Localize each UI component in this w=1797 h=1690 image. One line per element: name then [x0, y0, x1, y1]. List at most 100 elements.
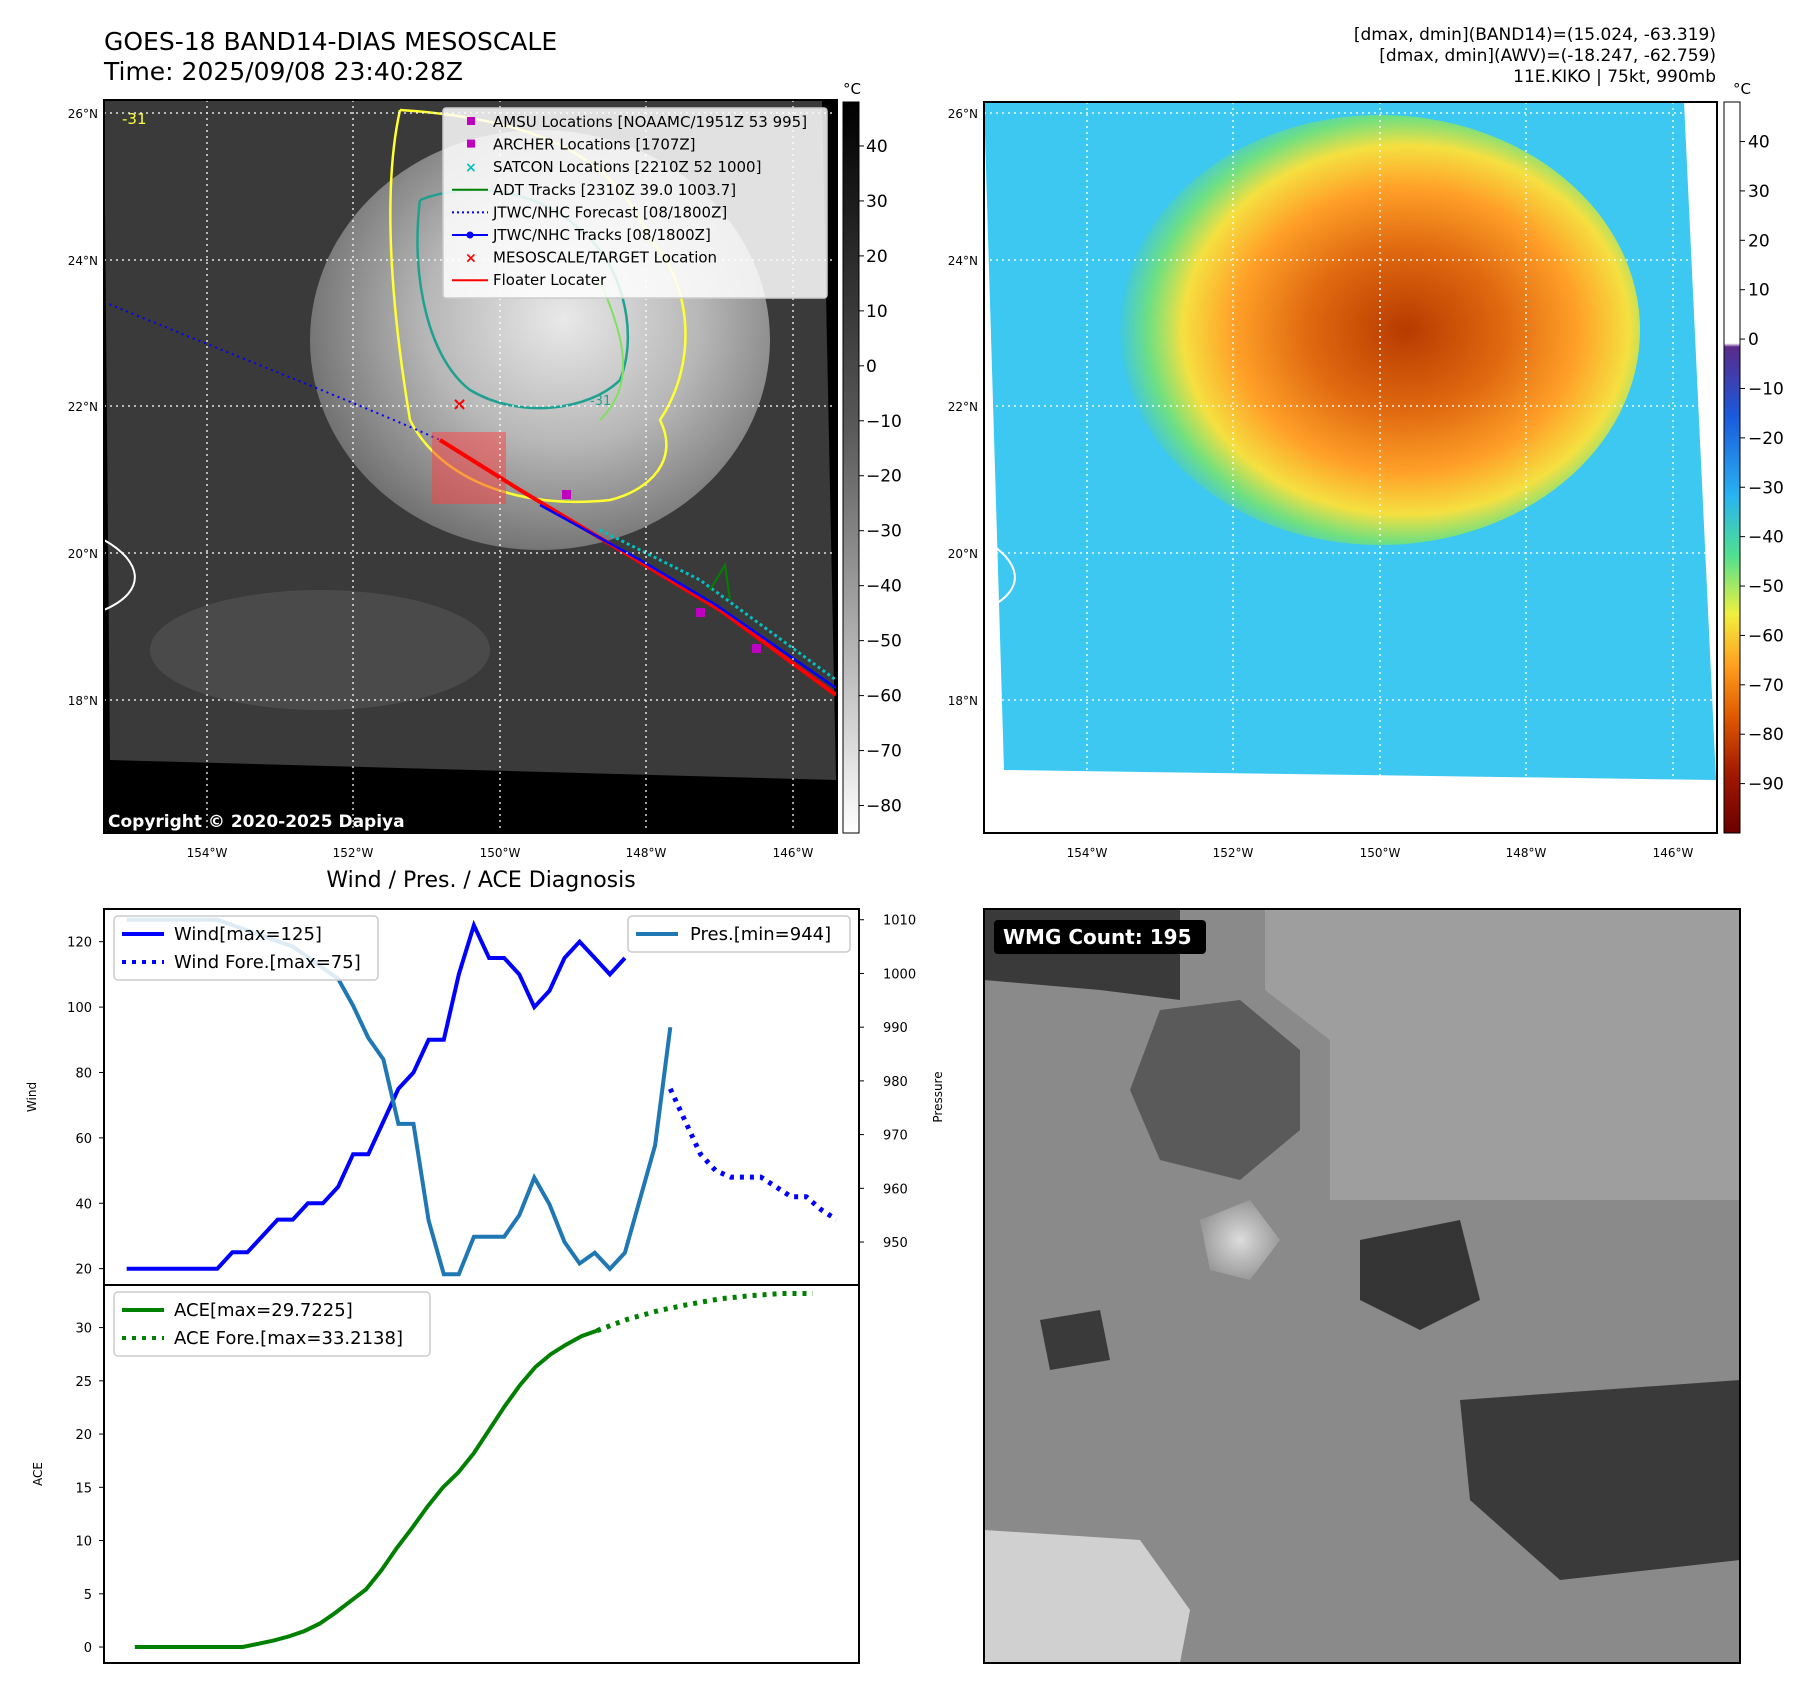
ir-lat-label: 20°N	[68, 547, 98, 561]
wmg-frame	[983, 908, 1741, 1664]
pressure-ytick-label: 980	[883, 1075, 908, 1090]
ir-map-panel: × -31 -31 Copyright © 2020-2025 Dapiya A…	[103, 99, 838, 834]
pressure-ytick-label: 1000	[883, 967, 916, 982]
ace-ytick-label: 10	[75, 1535, 92, 1550]
ace-ytick-label: 15	[75, 1481, 92, 1496]
diag-chart-title: Wind / Pres. / ACE Diagnosis	[326, 868, 635, 893]
pressure-legend-box	[627, 915, 851, 953]
legend-entry: Floater Locater	[452, 271, 607, 289]
ir-lon-label: 150°W	[480, 846, 521, 860]
color-colorbar-tick-label: −30	[1748, 478, 1784, 498]
legend-label: AMSU Locations [NOAAMC/1951Z 53 995]	[493, 113, 807, 131]
color-lat-label: 20°N	[948, 547, 978, 561]
legend-entry: JTWC/NHC Forecast [08/1800Z]	[452, 203, 727, 221]
ace-legend: ACE[max=29.7225] ACE Fore.[max=33.2138]	[113, 1291, 431, 1357]
color-lon-label: 148°W	[1506, 846, 1547, 860]
color-lon-label: 146°W	[1653, 846, 1694, 860]
color-gridlines	[984, 102, 1717, 833]
ace-ytick-label: 5	[84, 1588, 92, 1603]
color-colorbar: °C 40 30 20 10 0 −10 −20 −30 −40 −50 −60 −70 −80 −90	[1723, 80, 1784, 834]
color-colorbar-unit: °C	[1733, 80, 1751, 98]
pressure-legend-label: Pres.[min=944]	[690, 924, 831, 945]
ir-colorbar-tick-label: 20	[866, 247, 888, 267]
ir-colorbar-tick-label: −70	[866, 742, 902, 762]
ir-colorbar-tick-label: −50	[866, 632, 902, 652]
ir-lat-label: 22°N	[68, 400, 98, 414]
ir-colorbar-tick-label: 40	[866, 137, 888, 157]
color-colorbar-tick-label: −20	[1748, 429, 1784, 449]
ir-lat-label: 18°N	[68, 694, 98, 708]
wmg-core	[1200, 1200, 1280, 1280]
color-lat-label: 22°N	[948, 400, 978, 414]
wind-ytick-label: 100	[67, 1001, 92, 1016]
ir-target-marker: ×	[452, 394, 467, 415]
ir-colorbar-tick-label: −20	[866, 467, 902, 487]
figure-time: Time: 2025/09/08 23:40:28Z	[103, 57, 463, 86]
wmg-dark-patch	[1360, 1220, 1480, 1330]
wind-legend-box	[113, 915, 379, 981]
ace-legend-box	[113, 1291, 431, 1357]
color-colorbar-tick-label: −70	[1748, 676, 1784, 696]
legend-label: JTWC/NHC Tracks [08/1800Z]	[492, 226, 711, 244]
color-lon-label: 150°W	[1360, 846, 1401, 860]
wmg-dark-patch-3	[1040, 1310, 1110, 1370]
ace-chart: 0 5 10 15 20 25 30 ACE ACE[max=29.7225] ACE Fore.…	[31, 1284, 860, 1664]
wind-ytick-label: 60	[75, 1132, 92, 1147]
ir-colorbar-tick-label: 30	[866, 192, 888, 212]
color-colorbar-tick-label: 0	[1748, 330, 1759, 350]
color-map-panel	[983, 101, 1718, 834]
ir-archer-marker	[562, 490, 571, 499]
color-colorbar-tick-label: −90	[1748, 775, 1784, 795]
pressure-ytick-label: 960	[883, 1182, 908, 1197]
wind-ytick-label: 120	[67, 936, 92, 951]
ir-colorbar: °C 40 30 20 10 0 −10 −20 −30 −40 −50 −60 −70 −80	[842, 80, 902, 834]
wind-legend-label: Wind[max=125]	[174, 924, 322, 945]
color-colorbar-tick-label: −50	[1748, 577, 1784, 597]
pressure-ytick-label: 1010	[883, 914, 916, 929]
ir-colorbar-tick-label: −30	[866, 522, 902, 542]
ir-amsu-marker-2	[752, 644, 761, 653]
color-lon-label: 152°W	[1213, 846, 1254, 860]
color-colorbar-tick-label: −40	[1748, 528, 1784, 548]
legend-entry: JTWC/NHC Tracks [08/1800Z]	[452, 226, 711, 244]
legend-square-marker	[467, 139, 475, 148]
stats-storm: 11E.KIKO | 75kt, 990mb	[1513, 67, 1716, 87]
wind-ylabel: Wind	[25, 1082, 39, 1112]
wind-legend: Wind[max=125] Wind Fore.[max=75]	[113, 915, 379, 981]
stats-awv: [dmax, dmin](AWV)=(-18.247, -62.759)	[1379, 46, 1716, 66]
ace-ylabel: ACE	[31, 1462, 45, 1486]
ir-jtwc-track	[539, 503, 837, 690]
pressure-ylabel: Pressure	[931, 1071, 945, 1122]
stats-band14: [dmax, dmin](BAND14)=(15.024, -63.319)	[1354, 25, 1716, 45]
ir-satcon-track	[599, 528, 837, 682]
legend-entry: ADT Tracks [2310Z 39.0 1003.7]	[452, 181, 736, 199]
pressure-legend: Pres.[min=944]	[627, 915, 851, 953]
ace-ytick-label: 25	[75, 1375, 92, 1390]
wind-ytick-label: 80	[75, 1066, 92, 1081]
map-legend: AMSU Locations [NOAAMC/1951Z 53 995] ARCH…	[442, 107, 828, 299]
ir-lon-label: 152°W	[333, 846, 374, 860]
ace-legend-label: ACE[max=29.7225]	[174, 1300, 353, 1321]
ir-lat-label: 24°N	[68, 254, 98, 268]
legend-x-marker: ×	[465, 251, 477, 267]
color-lat-label: 18°N	[948, 694, 978, 708]
ace-series-line-0	[134, 1328, 598, 1649]
legend-label: ADT Tracks [2310Z 39.0 1003.7]	[493, 181, 736, 199]
wind-legend-label: Wind Fore.[max=75]	[174, 952, 361, 973]
color-colorbar-tick-label: −80	[1748, 725, 1784, 745]
legend-label: JTWC/NHC Forecast [08/1800Z]	[492, 203, 727, 221]
ir-colorbar-tick-label: 10	[866, 302, 888, 322]
ir-contour-label: -31	[122, 110, 147, 128]
ir-map-frame	[103, 99, 838, 834]
ir-amsu-marker	[696, 608, 705, 617]
color-colorbar-tick-label: 20	[1748, 231, 1770, 251]
legend-label: ARCHER Locations [1707Z]	[493, 136, 696, 154]
series-line-1	[668, 1087, 838, 1222]
color-colorbar-gradient	[1723, 101, 1741, 834]
ace-ytick-label: 30	[75, 1322, 92, 1337]
ace-series-line-1	[596, 1291, 813, 1333]
legend-entry: ARCHER Locations [1707Z]	[467, 136, 696, 154]
pressure-ytick-label: 950	[883, 1236, 908, 1251]
color-colorbar-tick-label: 40	[1748, 133, 1770, 153]
